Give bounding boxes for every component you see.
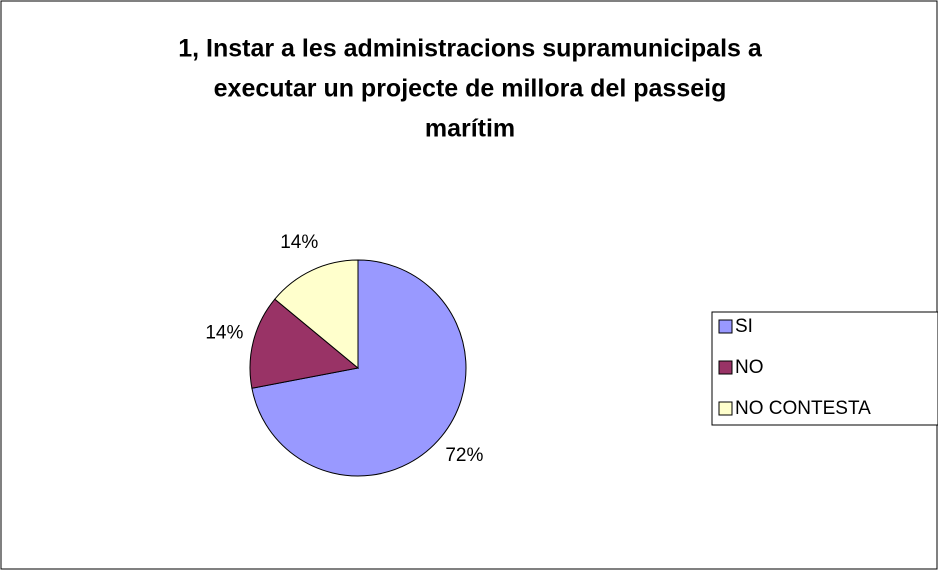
- pie-slice: [251, 259, 467, 477]
- legend-swatch: [718, 401, 733, 416]
- data-label: 14%: [280, 232, 318, 253]
- legend-swatch: [718, 360, 733, 375]
- legend-label: NO: [735, 357, 764, 378]
- chart-title: 1, Instar a les administracions supramun…: [178, 35, 763, 63]
- pie-slice: [274, 259, 359, 370]
- legend-swatch: [718, 319, 733, 334]
- data-label: 14%: [205, 323, 243, 344]
- chart-title: executar un projecte de millora del pass…: [214, 75, 727, 103]
- data-label: 72%: [445, 445, 483, 466]
- chart-title: marítim: [425, 115, 515, 143]
- legend-label: NO CONTESTA: [735, 398, 871, 419]
- legend-label: SI: [735, 316, 753, 337]
- legend-box: [711, 311, 938, 426]
- pie-slice: [249, 298, 360, 389]
